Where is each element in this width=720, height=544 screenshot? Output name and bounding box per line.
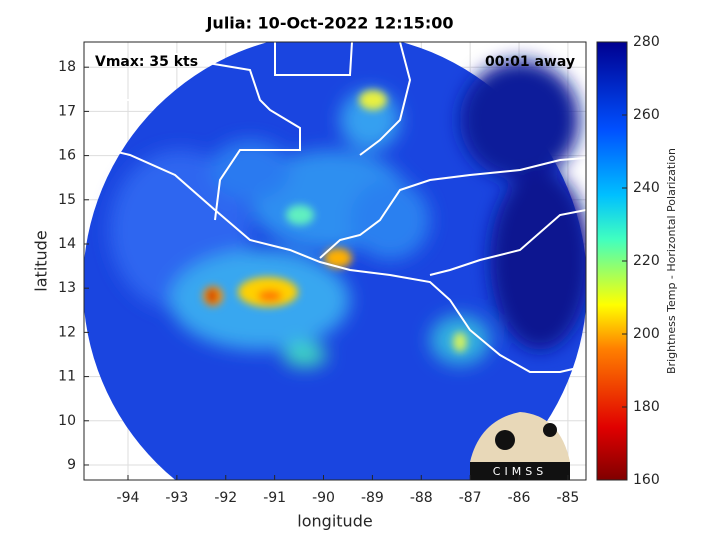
colorbar-tick-label: 220 — [633, 253, 660, 269]
x-tick-label: -87 — [459, 490, 482, 506]
y-tick-label: 15 — [58, 192, 76, 208]
x-tick-label: -88 — [410, 490, 433, 506]
x-tick-label: -94 — [117, 490, 140, 506]
y-tick-label: 17 — [58, 103, 76, 119]
y-axis-label: latitude — [32, 230, 51, 291]
y-tick-label: 18 — [58, 59, 76, 75]
x-tick-label: -91 — [263, 490, 286, 506]
x-tick-label: -92 — [214, 490, 237, 506]
colorbar-label: Brightness Temp - Horizontal Polarizatio… — [665, 148, 678, 374]
colorbar-tick-label: 180 — [633, 399, 660, 415]
x-tick-label: -86 — [508, 490, 531, 506]
x-tick-label: -89 — [361, 490, 384, 506]
y-tick-label: 12 — [58, 324, 76, 340]
cimss-logo: CIMSS — [470, 412, 570, 480]
logo-text: CIMSS — [493, 465, 547, 478]
axes-box — [83, 41, 587, 481]
y-tick-label: 14 — [58, 236, 76, 252]
y-tick-label: 11 — [58, 369, 76, 385]
colorbar-tick-label: 280 — [633, 34, 660, 50]
y-tick-label: 9 — [67, 457, 76, 473]
annotation: 00:01 away — [485, 54, 575, 70]
colorbar-tick-label: 200 — [633, 326, 660, 342]
brightness-image — [84, 42, 586, 480]
annotation: Vmax: 35 kts — [95, 54, 198, 70]
coastlines — [84, 42, 586, 373]
colorbar-tick-label: 260 — [633, 107, 660, 123]
colorbar-tick-label: 240 — [633, 180, 660, 196]
x-tick-label: -93 — [165, 490, 188, 506]
x-axis-label: longitude — [297, 512, 372, 531]
x-tick-label: -85 — [556, 490, 579, 506]
chart-title: Julia: 10-Oct-2022 12:15:00 — [205, 14, 453, 33]
y-tick-label: 13 — [58, 280, 76, 296]
x-tick-label: -90 — [312, 490, 335, 506]
y-tick-label: 10 — [58, 413, 76, 429]
y-tick-label: 16 — [58, 148, 76, 164]
colorbar-tick-label: 160 — [633, 472, 660, 488]
